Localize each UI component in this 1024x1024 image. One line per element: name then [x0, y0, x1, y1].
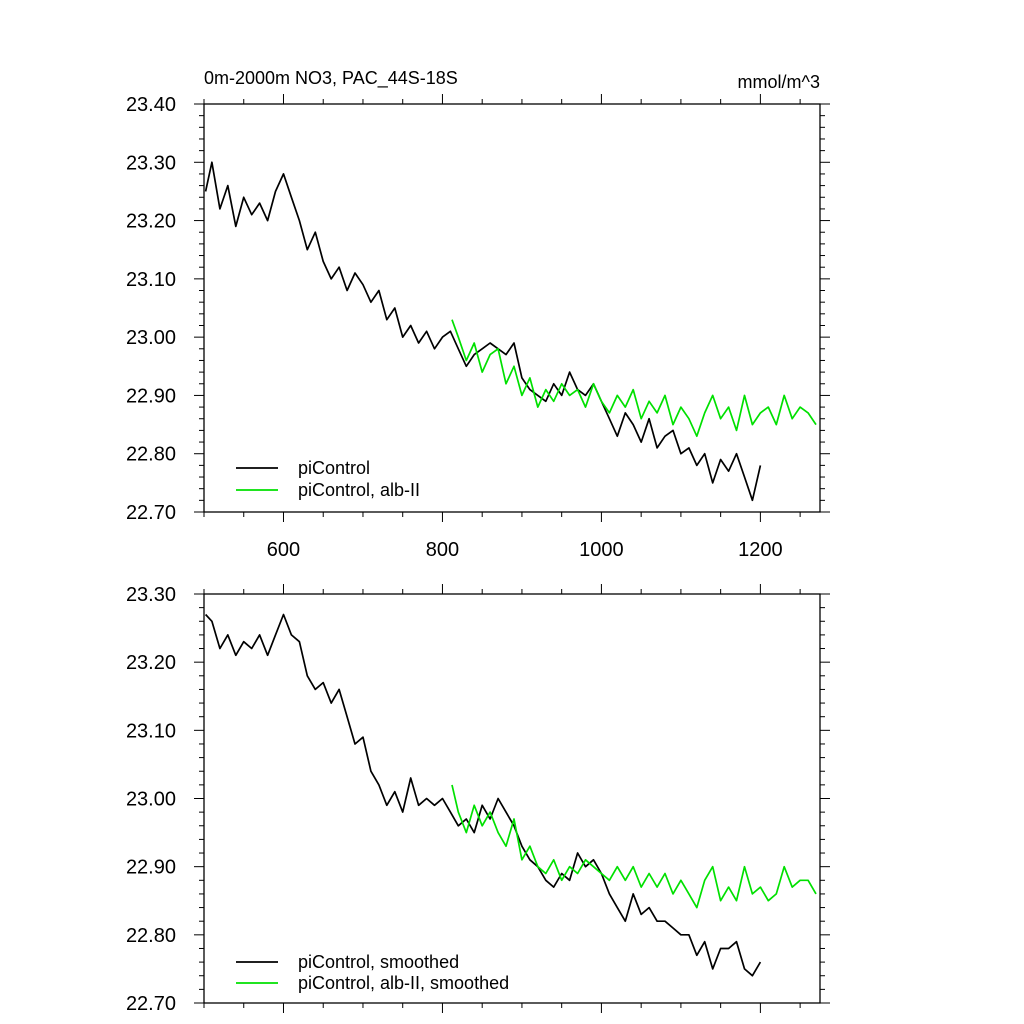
- y-tick-label: 22.90: [126, 385, 176, 407]
- y-tick-label: 23.30: [126, 152, 176, 174]
- y-tick-label: 22.80: [126, 444, 176, 466]
- y-tick-label: 22.80: [126, 925, 176, 947]
- chart-title: 0m-2000m NO3, PAC_44S-18S: [204, 68, 458, 89]
- plot-frame: [203, 593, 821, 1004]
- x-tick-label: 1200: [738, 539, 783, 561]
- series-line-alb-ii: [451, 319, 817, 438]
- series-line-alb-ii: [451, 784, 817, 909]
- y-tick-label: 23.00: [126, 327, 176, 349]
- y-tick-label: 23.10: [126, 720, 176, 742]
- y-tick-label: 23.10: [126, 269, 176, 291]
- y-tick-label: 23.20: [126, 652, 176, 674]
- legend-label: piControl, alb-II, smoothed: [298, 973, 509, 993]
- y-tick-label: 23.00: [126, 789, 176, 811]
- y-tick-label: 23.30: [126, 584, 176, 606]
- x-tick-label: 1000: [579, 539, 624, 561]
- legend-label: piControl, alb-II: [298, 480, 420, 500]
- plot-frame: [203, 103, 821, 513]
- y-tick-label: 23.20: [126, 211, 176, 233]
- legend-label: piControl: [298, 458, 370, 478]
- series-line-picontrol: [204, 161, 762, 502]
- x-tick-label: 600: [267, 539, 300, 561]
- y-tick-label: 22.70: [126, 993, 176, 1015]
- y-tick-label: 22.70: [126, 502, 176, 524]
- series-line-picontrol: [204, 613, 762, 977]
- bottom-panel: 22.70 22.80 22.90 23.00 23.10 23.20 23.30 piCon…: [126, 584, 830, 1015]
- legend-label: piControl, smoothed: [298, 952, 459, 972]
- units-label: mmol/m^3: [738, 72, 820, 92]
- y-tick-label: 23.40: [126, 94, 176, 116]
- top-panel: 600 800 1000 1200 22.70 22.80 22.90 23.00 23.10 2…: [126, 94, 830, 561]
- y-tick-label: 22.90: [126, 857, 176, 879]
- x-tick-label: 800: [426, 539, 459, 561]
